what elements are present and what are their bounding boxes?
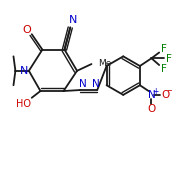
Text: −: − xyxy=(166,87,172,96)
Text: +: + xyxy=(152,87,159,96)
Text: N: N xyxy=(69,15,77,25)
Text: Me: Me xyxy=(98,59,112,68)
Text: N: N xyxy=(148,90,155,100)
Text: O: O xyxy=(23,25,31,35)
Text: HO: HO xyxy=(16,98,31,109)
Text: F: F xyxy=(166,54,172,64)
Text: N: N xyxy=(20,66,28,76)
Text: O: O xyxy=(147,104,156,114)
Text: F: F xyxy=(161,64,167,74)
Text: N: N xyxy=(92,79,100,89)
Text: O: O xyxy=(162,90,170,100)
Text: F: F xyxy=(161,44,167,54)
Text: N: N xyxy=(79,79,87,89)
